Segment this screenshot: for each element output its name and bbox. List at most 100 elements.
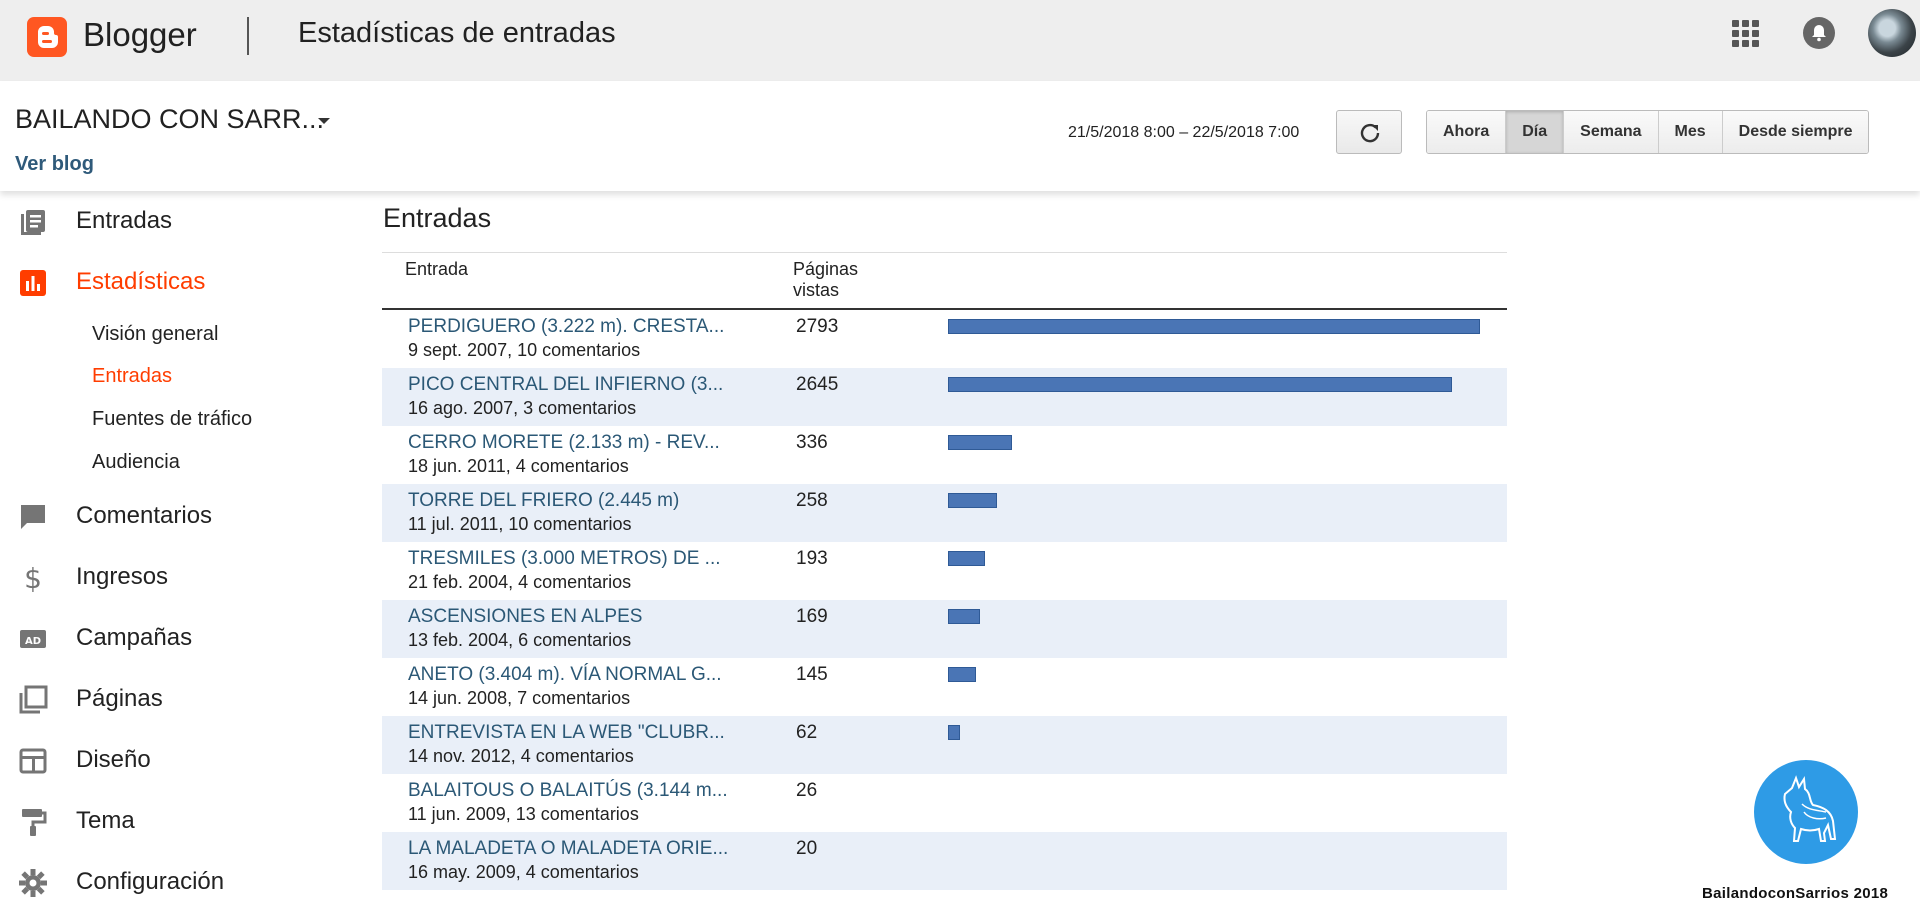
refresh-icon	[1360, 123, 1380, 143]
post-title-link[interactable]: ANETO (3.404 m). VÍA NORMAL G...	[408, 664, 722, 685]
sidebar-item-layout[interactable]: Diseño	[0, 740, 350, 780]
blogger-logo-icon[interactable]	[27, 17, 67, 57]
post-meta: 9 sept. 2007, 10 comentarios	[408, 340, 641, 360]
posts-stats-table: Entrada Páginas vistas PERDIGUERO (3.222…	[382, 252, 1507, 890]
notifications-bell-icon[interactable]	[1803, 17, 1835, 49]
table-row: LA MALADETA O MALADETA ORIE... 16 may. 20…	[382, 832, 1507, 890]
sidebar-item-label: Diseño	[76, 746, 151, 773]
svg-text:$: $	[24, 563, 42, 593]
pages-icon	[19, 685, 48, 714]
header-divider	[247, 17, 249, 55]
comments-icon	[21, 505, 45, 529]
post-views: 336	[796, 432, 828, 453]
post-meta: 16 may. 2009, 4 comentarios	[408, 862, 639, 882]
post-meta: 11 jun. 2009, 13 comentarios	[408, 804, 639, 824]
table-body: PERDIGUERO (3.222 m). CRESTA... 9 sept. 2…	[382, 310, 1507, 890]
range-button-2[interactable]: Semana	[1564, 111, 1659, 153]
top-app-bar: Blogger Estadísticas de entradas	[0, 0, 1920, 81]
post-views: 62	[796, 722, 818, 743]
post-meta: 16 ago. 2007, 3 comentarios	[408, 398, 637, 418]
sidebar-item-paint-roller[interactable]: Tema	[0, 801, 350, 841]
sidebar-item-label: Entradas	[76, 207, 173, 234]
time-range-selector: Ahora Día Semana Mes Desde siempre	[1426, 110, 1870, 154]
sidebar-item-ad[interactable]: AD Campañas	[0, 618, 350, 658]
post-views: 258	[796, 490, 828, 511]
post-meta: 11 jul. 2011, 10 comentarios	[408, 514, 632, 534]
chevron-down-icon[interactable]	[318, 118, 330, 124]
post-views: 2793	[796, 316, 839, 337]
post-meta: 14 nov. 2012, 4 comentarios	[408, 746, 634, 766]
ad-icon: AD	[20, 630, 46, 648]
post-meta: 21 feb. 2004, 4 comentarios	[408, 572, 632, 592]
post-title-link[interactable]: PERDIGUERO (3.222 m). CRESTA...	[408, 316, 725, 337]
sidebar-subitem-3[interactable]: Audiencia	[92, 451, 180, 473]
post-meta: 18 jun. 2011, 4 comentarios	[408, 456, 629, 476]
table-row: TORRE DEL FRIERO (2.445 m) 11 jul. 2011, …	[382, 484, 1507, 542]
app-name[interactable]: Blogger	[83, 16, 197, 53]
sidebar-subitem-0[interactable]: Visión general	[92, 323, 219, 345]
svg-text:AD: AD	[25, 636, 41, 647]
sidebar-item-label: Campañas	[76, 624, 193, 651]
table-row: TRESMILES (3.000 METROS) DE ... 21 feb. 2…	[382, 542, 1507, 600]
date-range-label: 21/5/2018 8:00 – 22/5/2018 7:00	[1068, 124, 1300, 141]
post-title-link[interactable]: TORRE DEL FRIERO (2.445 m)	[408, 490, 680, 511]
stats-icon	[20, 270, 46, 296]
views-bar	[948, 435, 1012, 450]
sidebar-item-label: Configuración	[76, 868, 225, 895]
post-title-link[interactable]: BALAITOUS O BALAITÚS (3.144 m...	[408, 780, 728, 801]
range-button-4[interactable]: Desde siempre	[1722, 111, 1869, 153]
table-row: ANETO (3.404 m). VÍA NORMAL G... 14 jun. …	[382, 658, 1507, 716]
sidebar-item-posts[interactable]: Entradas	[0, 201, 350, 241]
column-header-views[interactable]: Páginas vistas	[793, 259, 859, 300]
post-views: 169	[796, 606, 828, 627]
table-row: ENTREVISTA EN LA WEB "CLUBR... 14 nov. 20…	[382, 716, 1507, 774]
post-title-link[interactable]: LA MALADETA O MALADETA ORIE...	[408, 838, 729, 859]
sidebar-item-comments[interactable]: Comentarios	[0, 496, 350, 536]
post-title-link[interactable]: CERRO MORETE (2.133 m) - REV...	[408, 432, 720, 453]
sidebar-item-label: Tema	[76, 807, 135, 834]
post-title-link[interactable]: ASCENSIONES EN ALPES	[408, 606, 643, 627]
watermark-text: BailandoconSarrios 2018	[1702, 885, 1889, 902]
sidebar-item-stats[interactable]: Estadísticas	[0, 262, 350, 302]
post-title-link[interactable]: TRESMILES (3.000 METROS) DE ...	[408, 548, 721, 569]
sidebar-subitem-2[interactable]: Fuentes de tráfico	[92, 408, 253, 430]
post-views: 26	[796, 780, 818, 801]
range-button-1[interactable]: Día	[1506, 111, 1565, 153]
range-button-3[interactable]: Mes	[1658, 111, 1723, 153]
views-bar	[948, 551, 985, 566]
post-views: 145	[796, 664, 828, 685]
table-row: ASCENSIONES EN ALPES 13 feb. 2004, 6 come…	[382, 600, 1507, 658]
refresh-button[interactable]	[1336, 110, 1402, 154]
table-row: BALAITOUS O BALAITÚS (3.144 m... 11 jun. …	[382, 774, 1507, 832]
blog-selector[interactable]: BAILANDO CON SARR...	[15, 104, 325, 134]
views-bar	[948, 493, 997, 508]
sidebar-item-label: Estadísticas	[76, 268, 206, 295]
view-blog-link[interactable]: Ver blog	[15, 153, 94, 175]
sidebar-item-label: Ingresos	[76, 563, 169, 590]
section-title: Entradas	[383, 203, 492, 233]
views-bar	[948, 667, 976, 682]
table-header: Entrada Páginas vistas	[382, 252, 1507, 310]
sidebar-subitem-1[interactable]: Entradas	[92, 365, 173, 387]
sidebar-item-dollar[interactable]: $ Ingresos	[0, 557, 350, 597]
sidebar-item-label: Comentarios	[76, 502, 213, 529]
views-bar	[948, 319, 1480, 334]
post-meta: 13 feb. 2004, 6 comentarios	[408, 630, 632, 650]
post-title-link[interactable]: PICO CENTRAL DEL INFIERNO (3...	[408, 374, 724, 395]
page-title: Estadísticas de entradas	[298, 17, 616, 49]
table-row: CERRO MORETE (2.133 m) - REV... 18 jun. 2…	[382, 426, 1507, 484]
user-avatar[interactable]	[1868, 9, 1916, 57]
column-header-entry[interactable]: Entrada	[405, 259, 469, 279]
layout-icon	[19, 748, 47, 774]
post-views: 20	[796, 838, 818, 859]
table-row: PERDIGUERO (3.222 m). CRESTA... 9 sept. 2…	[382, 310, 1507, 368]
post-title-link[interactable]: ENTREVISTA EN LA WEB "CLUBR...	[408, 722, 725, 743]
sidebar-item-label: Páginas	[76, 685, 163, 712]
sidebar-item-pages[interactable]: Páginas	[0, 679, 350, 719]
watermark-logo	[1754, 760, 1858, 864]
range-button-0[interactable]: Ahora	[1427, 111, 1507, 153]
paint-roller-icon	[22, 809, 47, 836]
table-row: PICO CENTRAL DEL INFIERNO (3... 16 ago. 2…	[382, 368, 1507, 426]
sidebar-item-gear[interactable]: Configuración	[0, 862, 350, 902]
apps-grid-icon[interactable]	[1732, 20, 1759, 47]
